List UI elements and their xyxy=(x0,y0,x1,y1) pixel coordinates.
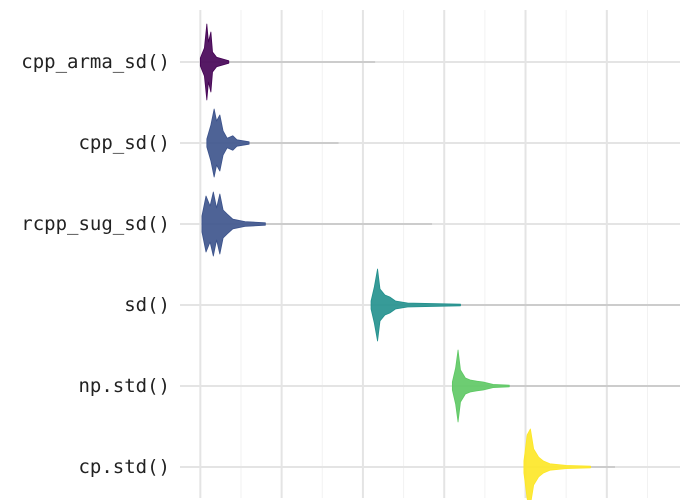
category-label: cp.std() xyxy=(78,456,170,478)
grid xyxy=(180,10,680,498)
violin-shape xyxy=(451,349,510,423)
violin-shape xyxy=(201,191,266,257)
violin-shape xyxy=(206,108,250,178)
violins xyxy=(199,23,680,500)
category-label: cpp_arma_sd() xyxy=(21,51,170,73)
category-label: sd() xyxy=(124,294,170,316)
category-label: rcpp_sug_sd() xyxy=(21,213,170,235)
violin-shape xyxy=(199,23,230,101)
category-labels: cpp_arma_sd() cpp_sd() rcpp_sug_sd() sd() np… xyxy=(21,51,170,478)
category-label: cpp_sd() xyxy=(78,132,170,154)
category-label: np.std() xyxy=(78,375,170,397)
violin-shape xyxy=(523,428,591,500)
violin-shape xyxy=(370,268,461,342)
